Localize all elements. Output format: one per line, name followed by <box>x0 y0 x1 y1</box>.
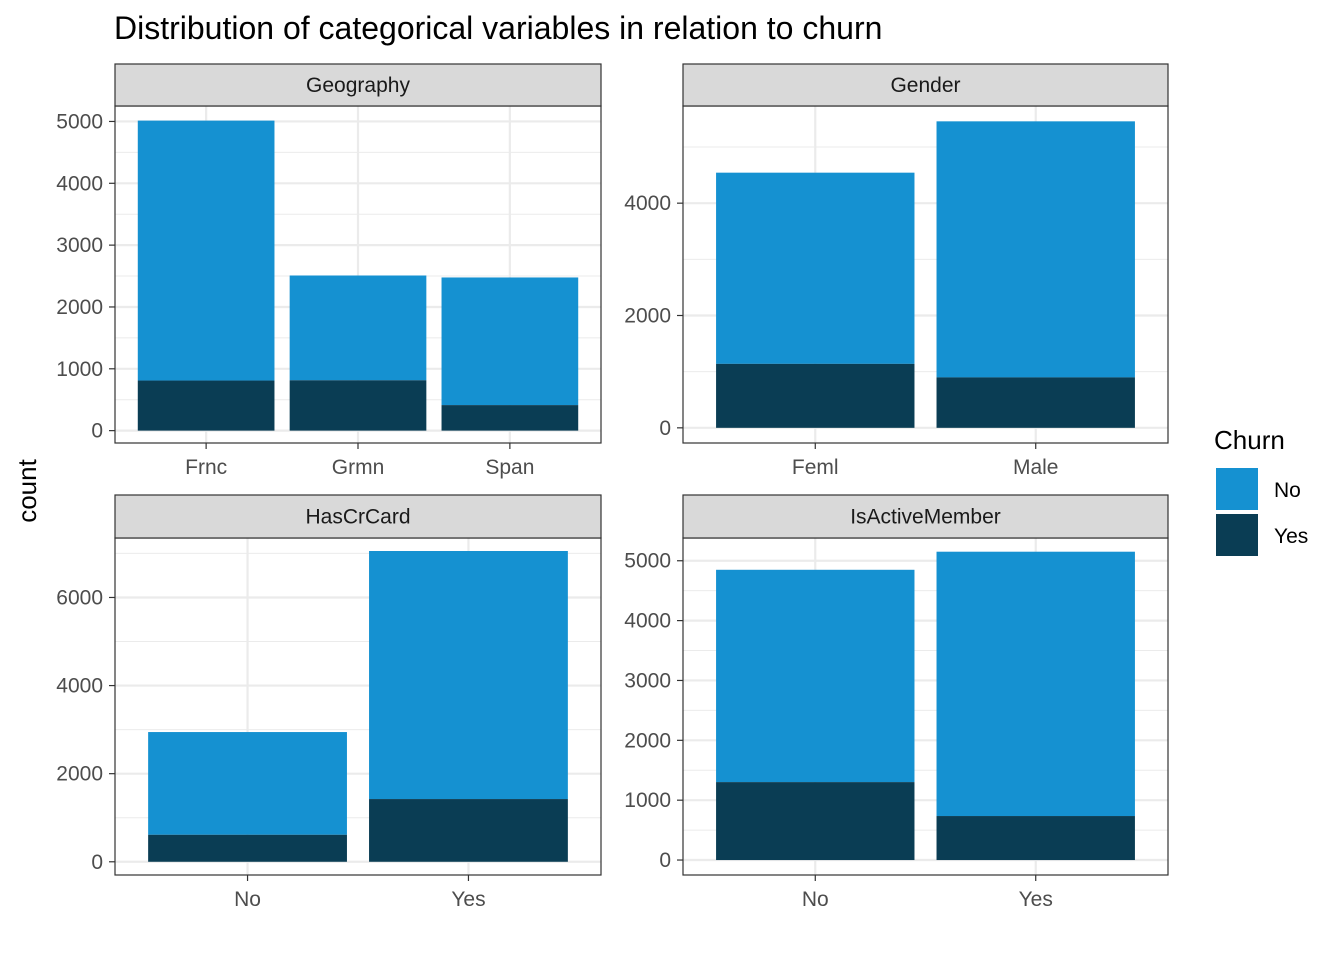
bar-no-no <box>148 732 347 835</box>
bar-no-yes <box>369 550 568 800</box>
y-tick-label: 2000 <box>624 305 671 328</box>
x-tick-label: Yes <box>1019 888 1053 911</box>
facet-strip <box>682 63 1169 107</box>
y-tick-label: 0 <box>91 420 103 443</box>
bar-yes-frnc <box>137 380 275 431</box>
x-tick-label: Frnc <box>185 456 227 479</box>
legend: Churn No Yes <box>1214 425 1308 556</box>
y-tick-label: 5000 <box>624 550 671 573</box>
x-tick-label: Span <box>485 456 534 479</box>
bar-yes-feml <box>716 363 915 428</box>
bar-yes-no <box>716 782 915 861</box>
bar-no-feml <box>716 172 915 364</box>
y-tick-label: 1000 <box>624 789 671 812</box>
y-tick-label: 0 <box>659 849 671 872</box>
facet-strip <box>114 63 602 107</box>
facet-panel-hascrcard: HasCrCard 0 2000 4000 6000 No Yes <box>56 494 602 911</box>
y-tick-label: 5000 <box>56 110 103 133</box>
legend-label-yes: Yes <box>1274 525 1308 548</box>
y-tick-label: 6000 <box>56 586 103 609</box>
bar-no-male <box>936 121 1135 378</box>
y-axis-title: count <box>12 458 42 522</box>
x-tick-label: Male <box>1013 456 1059 479</box>
legend-title: Churn <box>1214 425 1285 455</box>
y-tick-label: 3000 <box>56 234 103 257</box>
bar-yes-span <box>441 405 579 431</box>
y-tick-label: 2000 <box>56 296 103 319</box>
y-tick-label: 4000 <box>56 172 103 195</box>
bar-no-yes <box>936 551 1135 817</box>
bar-yes-no <box>148 834 347 862</box>
x-tick-label: No <box>802 888 829 911</box>
chart-title: Distribution of categorical variables in… <box>114 10 882 46</box>
x-tick-label: No <box>234 888 261 911</box>
y-tick-label: 2000 <box>624 729 671 752</box>
facet-strip-label: IsActiveMember <box>850 506 1001 529</box>
facet-strip-label: Gender <box>890 74 960 97</box>
bar-no-span <box>441 277 579 406</box>
facet-panel-isactivemember: IsActiveMember 0 1000 2000 3000 4000 5000 No Yes <box>624 494 1169 911</box>
x-tick-label: Grmn <box>332 456 385 479</box>
y-tick-label: 4000 <box>624 192 671 215</box>
legend-key-yes <box>1216 514 1258 556</box>
facet-panel-gender: Gender 0 2000 4000 Feml Male <box>624 63 1169 479</box>
y-tick-label: 4000 <box>56 675 103 698</box>
legend-key-no <box>1216 468 1258 510</box>
y-tick-label: 0 <box>91 851 103 874</box>
facet-strip <box>114 494 602 539</box>
bar-no-no <box>716 569 915 783</box>
facet-strip <box>682 494 1169 539</box>
facet-strip-label: Geography <box>306 74 410 97</box>
legend-label-no: No <box>1274 479 1301 502</box>
y-tick-label: 1000 <box>56 358 103 381</box>
y-tick-label: 0 <box>659 417 671 440</box>
facet-panels: Geography 0 1000 2000 3000 4000 5000 Frnc Grmn Sp… <box>56 63 1169 911</box>
y-tick-label: 2000 <box>56 763 103 786</box>
bar-yes-yes <box>936 816 1135 861</box>
bar-no-frnc <box>137 120 275 381</box>
bar-no-grmn <box>289 275 427 381</box>
x-tick-label: Feml <box>792 456 839 479</box>
facet-panel-geography: Geography 0 1000 2000 3000 4000 5000 Frnc Grmn Sp… <box>56 63 602 479</box>
y-tick-label: 4000 <box>624 610 671 633</box>
y-tick-label: 3000 <box>624 669 671 692</box>
bar-yes-grmn <box>289 380 427 431</box>
x-tick-label: Yes <box>451 888 485 911</box>
bar-yes-male <box>936 377 1135 428</box>
facet-strip-label: HasCrCard <box>305 506 410 529</box>
bar-yes-yes <box>369 799 568 862</box>
